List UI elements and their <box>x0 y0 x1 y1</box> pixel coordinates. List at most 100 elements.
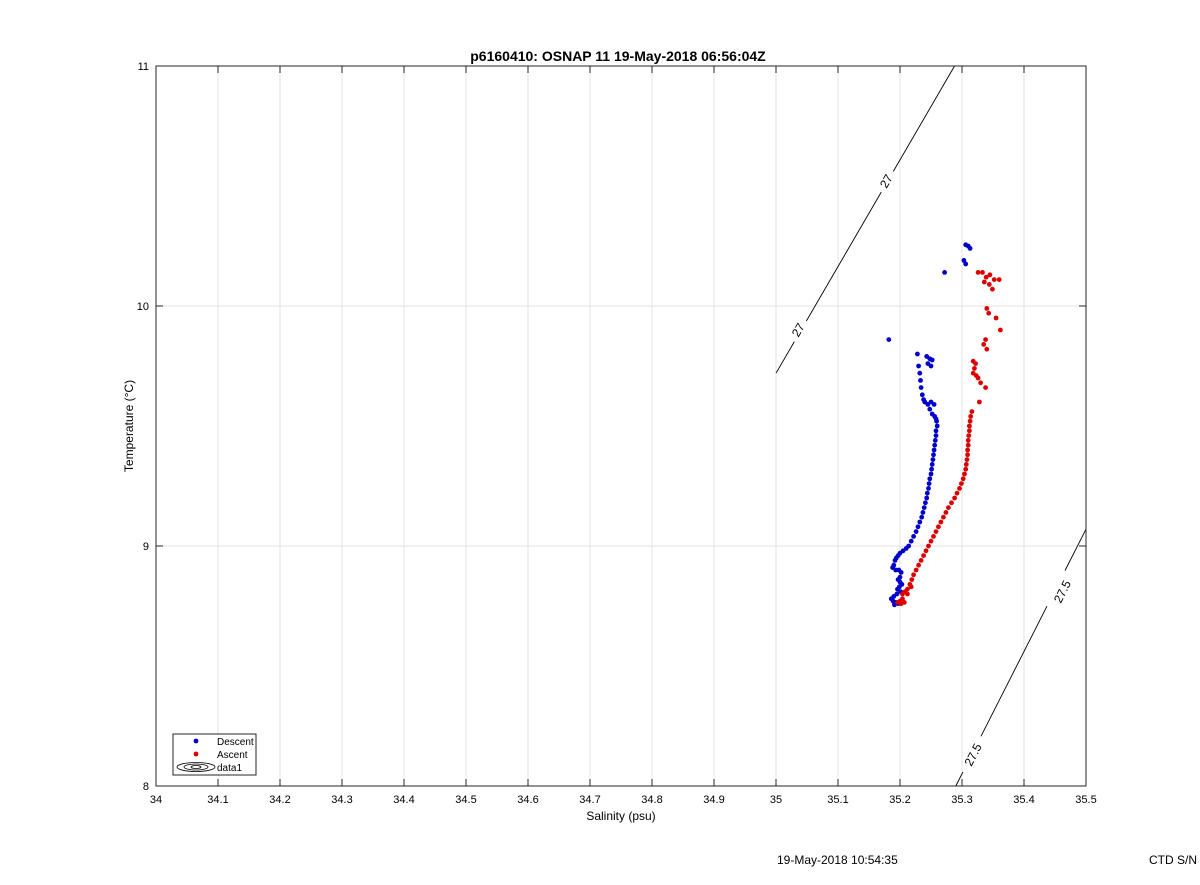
point-ascent <box>921 553 926 558</box>
point-ascent <box>965 447 970 453</box>
point-descent <box>933 433 939 438</box>
point-ascent <box>908 584 914 590</box>
x-tick-label: 34.8 <box>641 794 662 806</box>
point-ascent <box>913 567 919 573</box>
x-tick-label: 34 <box>150 794 162 806</box>
point-ascent <box>981 342 987 347</box>
point-ascent <box>984 306 990 311</box>
legend: Descent Ascent data1 <box>172 733 257 776</box>
x-tick-label: 34.5 <box>455 794 476 806</box>
axis-ticks: 34 34.1 34.2 34.3 34.4 34.5 34.6 34.7 34.8 34.9 35… <box>137 61 1097 806</box>
point-descent <box>963 261 969 267</box>
point-descent <box>929 462 935 467</box>
point-descent <box>892 558 898 563</box>
y-axis-label: Temperature (°C) <box>122 380 136 472</box>
point-ascent <box>959 481 964 486</box>
point-ascent <box>996 277 1002 282</box>
point-ascent <box>895 600 900 605</box>
point-descent <box>929 357 935 363</box>
point-ascent <box>964 457 970 462</box>
point-descent <box>931 402 937 407</box>
point-descent <box>934 418 939 424</box>
point-descent <box>886 337 892 342</box>
point-descent <box>961 258 967 263</box>
point-ascent <box>957 486 962 491</box>
chart-title: p6160410: OSNAP 11 19-May-2018 06:56:04Z <box>470 48 766 64</box>
point-descent <box>924 495 930 501</box>
point-descent <box>918 378 923 383</box>
point-ascent <box>990 286 995 292</box>
point-ascent <box>972 366 977 371</box>
x-tick-label: 34.7 <box>579 794 600 806</box>
legend-marker-ascent <box>193 751 199 757</box>
point-ascent <box>968 414 974 419</box>
x-tick-label: 35.1 <box>827 794 848 806</box>
point-ascent <box>987 272 993 278</box>
point-ascent <box>963 462 969 467</box>
point-descent <box>928 363 934 369</box>
point-ascent <box>960 476 966 482</box>
point-ascent <box>911 572 916 578</box>
point-descent <box>908 538 914 544</box>
point-ascent <box>938 519 944 525</box>
point-descent <box>929 466 934 472</box>
point-descent <box>931 447 937 453</box>
point-ascent <box>967 428 972 434</box>
point-descent <box>923 500 928 506</box>
point-descent <box>924 490 930 496</box>
legend-marker-contour <box>176 762 216 772</box>
point-descent <box>932 442 938 448</box>
data-points <box>886 242 1003 608</box>
point-descent <box>967 246 973 251</box>
x-tick-label: 35.4 <box>1013 794 1034 806</box>
point-ascent <box>943 510 949 515</box>
point-ascent <box>900 591 905 597</box>
point-descent <box>933 428 939 434</box>
footer-timestamp: 19-May-2018 10:54:35 <box>777 853 898 867</box>
contour-line-27 <box>775 341 795 374</box>
point-ascent <box>977 399 982 405</box>
x-tick-label: 34.4 <box>393 794 414 806</box>
point-ascent <box>991 277 997 282</box>
point-ascent <box>975 375 981 381</box>
legend-label-ascent: Ascent <box>217 750 248 761</box>
footer-ctd-serial: CTD S/N <box>1149 853 1197 867</box>
contour-line-27.5 <box>980 605 1048 737</box>
point-ascent <box>946 505 951 510</box>
point-ascent <box>949 500 954 506</box>
plot-area <box>156 66 1086 786</box>
x-tick-label: 34.9 <box>703 794 724 806</box>
point-ascent <box>962 471 967 477</box>
legend-label-contour: data1 <box>217 763 242 774</box>
point-ascent <box>963 466 969 472</box>
point-ascent <box>967 418 973 424</box>
x-tick-label: 35.5 <box>1075 794 1096 806</box>
y-tick-label: 9 <box>143 541 149 553</box>
point-ascent <box>965 452 970 458</box>
point-ascent <box>984 346 990 352</box>
point-ascent <box>954 490 960 496</box>
point-descent <box>917 519 923 525</box>
point-ascent <box>905 591 910 597</box>
point-ascent <box>980 270 985 275</box>
x-tick-label: 34.6 <box>517 794 538 806</box>
point-descent <box>919 392 925 398</box>
point-ascent <box>981 279 987 285</box>
point-ascent <box>928 538 934 544</box>
point-ascent <box>931 534 936 539</box>
point-descent <box>917 370 923 376</box>
point-ascent <box>967 423 972 429</box>
point-descent <box>915 351 920 357</box>
x-tick-label: 34.3 <box>331 794 352 806</box>
point-descent <box>931 452 936 458</box>
point-descent <box>919 514 925 520</box>
point-ascent <box>998 327 1003 333</box>
point-ascent <box>983 385 988 390</box>
point-ascent <box>936 524 941 530</box>
contour-line-27 <box>806 191 882 322</box>
point-descent <box>915 524 921 530</box>
point-ascent <box>916 562 921 568</box>
point-ascent <box>993 315 999 321</box>
point-ascent <box>986 310 992 316</box>
